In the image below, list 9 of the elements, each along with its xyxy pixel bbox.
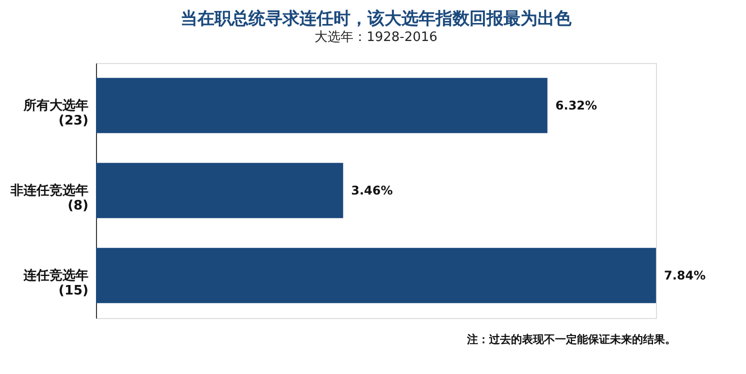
text: 注：过去的表现不一定能保证未来的结果。 [466, 333, 676, 346]
y-tick-label: 连任竞选年 (15) [22, 268, 88, 298]
chart-title: 当在职总统寻求连任时，该大选年指数回报最为出色 [180, 9, 572, 29]
data-label: 3.46% [351, 184, 393, 198]
y-tick-label: 所有大选年 (23) [22, 98, 88, 128]
y-tick-label: 非连任竞选年 (8) [10, 182, 88, 214]
chart-subtitle: 大选年：1928-2016 [314, 30, 438, 45]
data-label: 7.84% [664, 268, 706, 282]
data-label: 6.32% [555, 98, 598, 112]
